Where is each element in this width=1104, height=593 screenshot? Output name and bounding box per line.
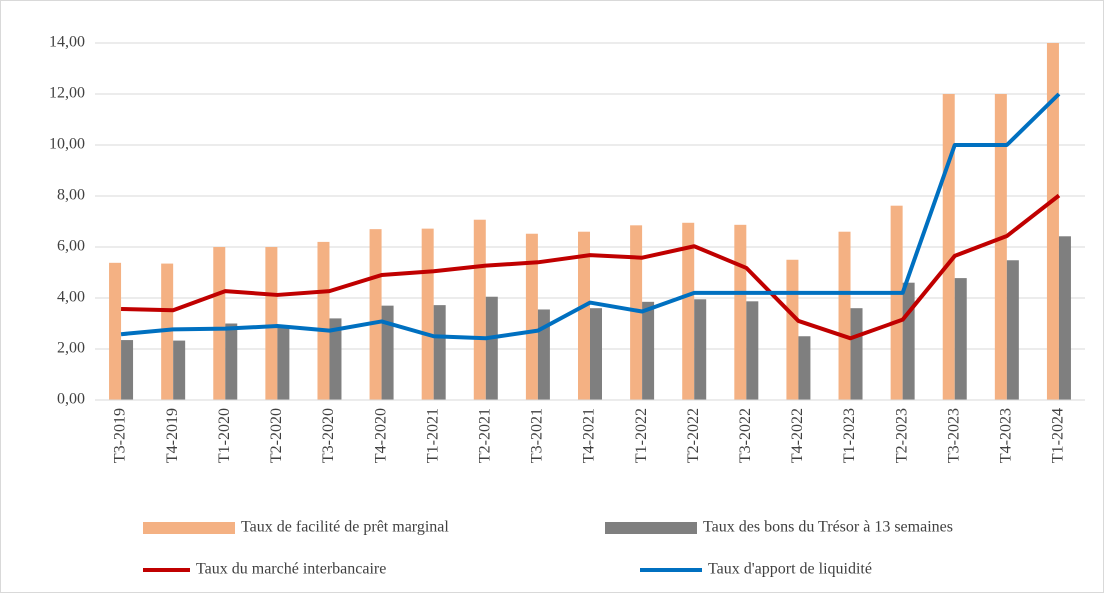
bar [537, 309, 550, 400]
bar [590, 308, 602, 400]
x-tick-label: T1-2021 [424, 408, 441, 463]
x-tick-label: T1-2024 [1050, 408, 1067, 463]
x-tick-label: T3-2023 [945, 408, 962, 463]
legend-swatch [605, 522, 697, 534]
bar [682, 222, 695, 400]
bar [890, 205, 903, 400]
x-tick-label: T3-2021 [529, 408, 546, 463]
legend-label: Taux des bons du Trésor à 13 semaines [703, 519, 953, 536]
x-tick-label: T4-2021 [581, 408, 598, 463]
bar [902, 282, 915, 400]
x-tick-label: T4-2022 [789, 408, 806, 463]
bar [630, 225, 643, 400]
y-tick-label: 6,00 [57, 238, 85, 255]
x-tick-label: T3-2019 [112, 408, 129, 463]
bar [642, 301, 655, 400]
bar [485, 296, 498, 400]
x-tick-label: T2-2023 [893, 408, 910, 463]
bar [265, 247, 278, 400]
bar [798, 336, 811, 400]
bar [173, 340, 186, 400]
x-tick-label: T4-2023 [998, 408, 1015, 463]
bar [317, 241, 330, 400]
bar [954, 278, 967, 400]
x-tick-label: T1-2020 [216, 408, 233, 463]
bar [525, 233, 538, 400]
legend-label: Taux de facilité de prêt marginal [241, 519, 449, 536]
x-tick-label: T2-2020 [268, 408, 285, 463]
bar [277, 326, 290, 400]
legend-label: Taux d'apport de liquidité [708, 561, 872, 578]
y-tick-label: 2,00 [57, 340, 85, 357]
bar [1046, 43, 1059, 400]
bar [942, 94, 955, 400]
bar [1058, 236, 1071, 400]
y-tick-label: 0,00 [57, 391, 85, 408]
y-tick-label: 4,00 [57, 289, 85, 306]
legend-label: Taux du marché interbancaire [196, 561, 386, 578]
bar [850, 308, 863, 400]
bar [225, 323, 238, 400]
bar [694, 299, 707, 400]
bar [109, 262, 122, 400]
x-tick-label: T2-2021 [476, 408, 493, 463]
bar [121, 340, 134, 400]
bar [213, 247, 226, 400]
x-tick-label: T1-2022 [633, 408, 650, 463]
bar [433, 305, 446, 400]
y-tick-label: 12,00 [49, 85, 85, 102]
x-tick-label: T1-2023 [841, 408, 858, 463]
x-tick-label: T3-2020 [320, 408, 337, 463]
bar [381, 305, 394, 400]
line [120, 92, 1061, 341]
x-tick-label: T2-2022 [685, 408, 702, 463]
bar [473, 219, 486, 400]
bar [369, 229, 382, 400]
bar [329, 318, 342, 400]
bar [1006, 260, 1019, 400]
legend-swatch [143, 522, 235, 534]
bar [421, 228, 434, 400]
bar [734, 224, 747, 400]
x-tick-label: T3-2022 [737, 408, 754, 463]
x-tick-label: T4-2019 [164, 408, 181, 463]
y-tick-label: 14,00 [49, 34, 85, 51]
bar [838, 231, 851, 400]
bar [994, 94, 1007, 400]
bar [746, 301, 759, 400]
line [121, 193, 1061, 341]
y-tick-label: 10,00 [49, 136, 85, 153]
bar [578, 231, 590, 400]
x-tick-label: T4-2020 [372, 408, 389, 463]
y-tick-label: 8,00 [57, 187, 85, 204]
bar [786, 259, 799, 400]
